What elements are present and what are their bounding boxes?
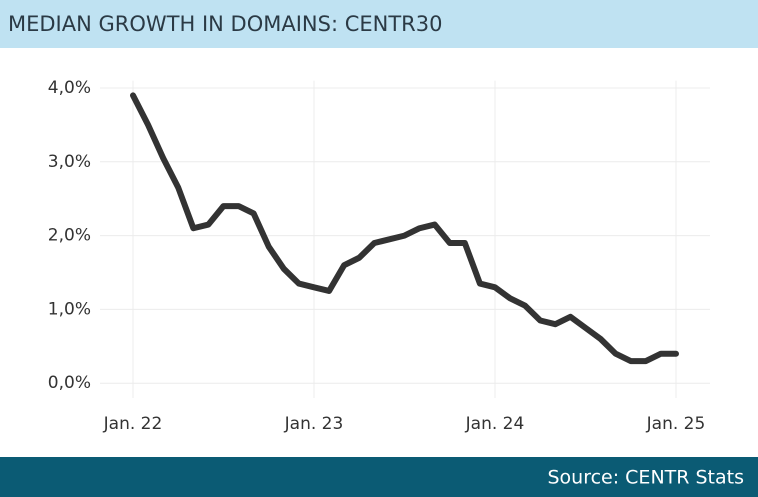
x-tick-label: Jan. 25	[646, 414, 706, 434]
footer-band	[0, 457, 758, 497]
header-band	[0, 0, 758, 48]
x-tick-label: Jan. 24	[465, 414, 525, 434]
y-tick-label: 0,0%	[48, 373, 91, 393]
y-tick-label: 1,0%	[48, 299, 91, 319]
y-tick-label: 3,0%	[48, 152, 91, 172]
data-line	[130, 92, 679, 365]
y-tick-label: 4,0%	[48, 78, 91, 98]
plot: 0,0% 1,0% 2,0% 3,0% 4,0% Jan. 22 Jan. 23 Jan. 2…	[48, 78, 710, 434]
source: Source: CENTR Stats	[547, 467, 744, 489]
y-tick-label: 2,0%	[48, 226, 91, 246]
x-tick-label: Jan. 23	[284, 414, 344, 434]
chart-title: MEDIAN GROWTH IN DOMAINS: CENTR30	[8, 12, 442, 36]
x-tick-label: Jan. 22	[103, 414, 163, 434]
